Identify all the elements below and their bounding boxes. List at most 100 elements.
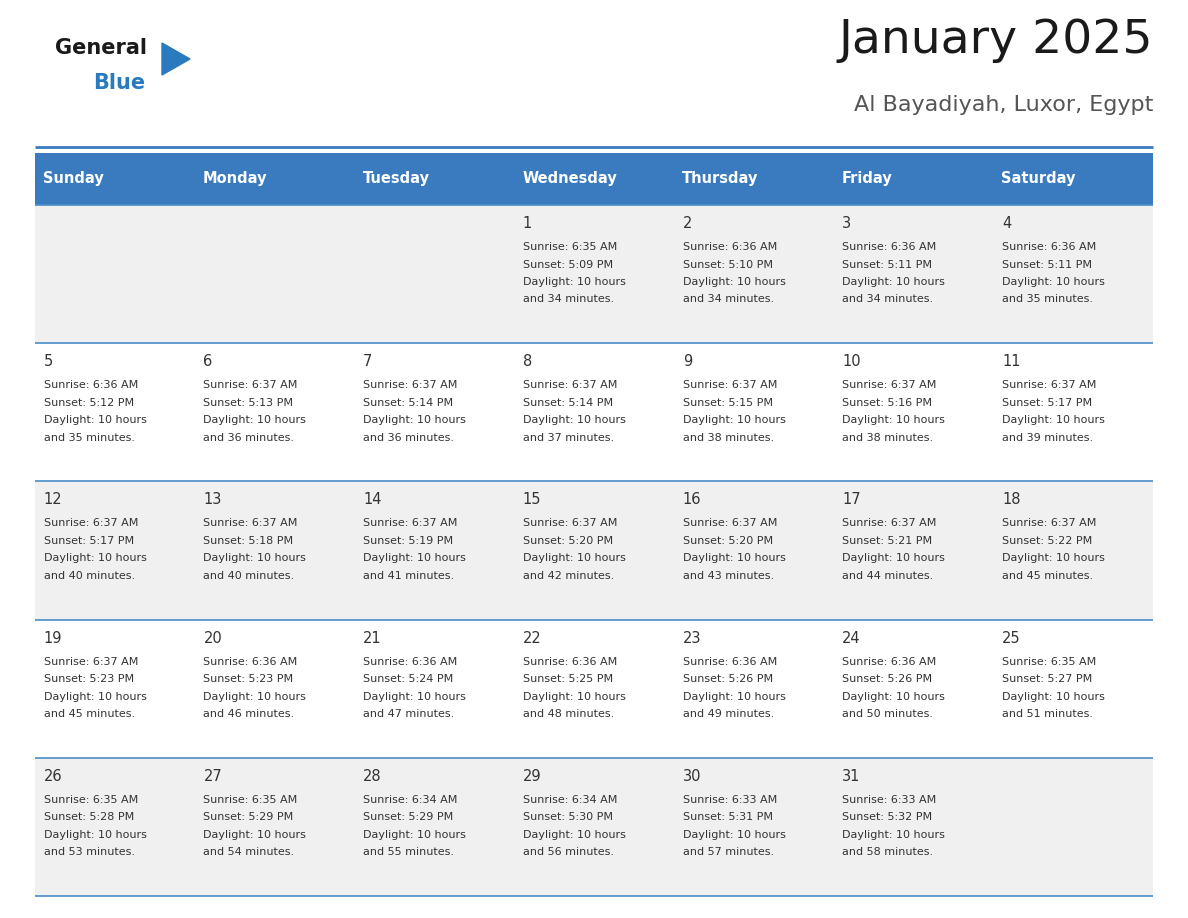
Text: Sunset: 5:28 PM: Sunset: 5:28 PM — [44, 812, 134, 823]
Text: 28: 28 — [364, 768, 381, 784]
Text: and 39 minutes.: and 39 minutes. — [1001, 432, 1093, 442]
Text: Sunrise: 6:33 AM: Sunrise: 6:33 AM — [842, 795, 936, 805]
Text: 16: 16 — [683, 492, 701, 508]
Text: Sunrise: 6:36 AM: Sunrise: 6:36 AM — [203, 656, 298, 666]
Text: Sunrise: 6:36 AM: Sunrise: 6:36 AM — [1001, 242, 1097, 252]
Text: and 43 minutes.: and 43 minutes. — [683, 571, 773, 581]
Text: Sunrise: 6:34 AM: Sunrise: 6:34 AM — [364, 795, 457, 805]
Text: Sunrise: 6:36 AM: Sunrise: 6:36 AM — [44, 380, 138, 390]
Polygon shape — [162, 43, 190, 75]
Text: Sunrise: 6:37 AM: Sunrise: 6:37 AM — [1001, 380, 1097, 390]
Text: Daylight: 10 hours: Daylight: 10 hours — [203, 830, 307, 840]
Bar — [834, 153, 993, 205]
Text: 11: 11 — [1001, 354, 1020, 369]
Text: Daylight: 10 hours: Daylight: 10 hours — [203, 691, 307, 701]
Text: and 42 minutes.: and 42 minutes. — [523, 571, 614, 581]
Text: Saturday: Saturday — [1001, 172, 1076, 186]
Text: 8: 8 — [523, 354, 532, 369]
Text: Sunrise: 6:36 AM: Sunrise: 6:36 AM — [364, 656, 457, 666]
Bar — [993, 153, 1154, 205]
Bar — [34, 481, 1154, 620]
Text: Sunrise: 6:37 AM: Sunrise: 6:37 AM — [523, 519, 618, 529]
Text: 4: 4 — [1001, 216, 1011, 231]
Text: and 37 minutes.: and 37 minutes. — [523, 432, 614, 442]
Text: Sunset: 5:16 PM: Sunset: 5:16 PM — [842, 397, 933, 408]
Text: Sunset: 5:23 PM: Sunset: 5:23 PM — [203, 674, 293, 684]
Text: Sunrise: 6:37 AM: Sunrise: 6:37 AM — [44, 656, 138, 666]
Bar — [34, 205, 1154, 343]
Text: Daylight: 10 hours: Daylight: 10 hours — [44, 554, 146, 564]
Text: 15: 15 — [523, 492, 542, 508]
Text: Sunset: 5:29 PM: Sunset: 5:29 PM — [364, 812, 454, 823]
Text: 27: 27 — [203, 768, 222, 784]
Text: Daylight: 10 hours: Daylight: 10 hours — [44, 691, 146, 701]
Text: and 49 minutes.: and 49 minutes. — [683, 709, 773, 719]
Text: Sunset: 5:13 PM: Sunset: 5:13 PM — [203, 397, 293, 408]
Text: Sunrise: 6:36 AM: Sunrise: 6:36 AM — [683, 242, 777, 252]
Text: Sunrise: 6:37 AM: Sunrise: 6:37 AM — [842, 519, 936, 529]
Text: Sunday: Sunday — [43, 172, 103, 186]
Text: 31: 31 — [842, 768, 861, 784]
Text: Daylight: 10 hours: Daylight: 10 hours — [203, 415, 307, 425]
Text: 25: 25 — [1001, 631, 1020, 645]
Text: Sunset: 5:26 PM: Sunset: 5:26 PM — [842, 674, 933, 684]
Text: 6: 6 — [203, 354, 213, 369]
Text: 14: 14 — [364, 492, 381, 508]
Text: and 36 minutes.: and 36 minutes. — [203, 432, 295, 442]
Text: and 44 minutes.: and 44 minutes. — [842, 571, 934, 581]
Text: and 54 minutes.: and 54 minutes. — [203, 847, 295, 857]
Text: Sunset: 5:21 PM: Sunset: 5:21 PM — [842, 536, 933, 546]
Text: Sunrise: 6:37 AM: Sunrise: 6:37 AM — [364, 519, 457, 529]
Text: Daylight: 10 hours: Daylight: 10 hours — [842, 830, 946, 840]
Text: Sunrise: 6:37 AM: Sunrise: 6:37 AM — [842, 380, 936, 390]
Text: Sunset: 5:14 PM: Sunset: 5:14 PM — [523, 397, 613, 408]
Text: Daylight: 10 hours: Daylight: 10 hours — [683, 277, 785, 287]
Bar — [34, 343, 1154, 481]
Text: 26: 26 — [44, 768, 63, 784]
Text: Daylight: 10 hours: Daylight: 10 hours — [1001, 415, 1105, 425]
Text: Friday: Friday — [841, 172, 892, 186]
Text: Sunset: 5:25 PM: Sunset: 5:25 PM — [523, 674, 613, 684]
Text: Daylight: 10 hours: Daylight: 10 hours — [364, 554, 466, 564]
Text: January 2025: January 2025 — [839, 18, 1154, 63]
Text: Sunset: 5:15 PM: Sunset: 5:15 PM — [683, 397, 772, 408]
Text: General: General — [55, 38, 147, 58]
Bar — [34, 153, 195, 205]
Text: Sunrise: 6:37 AM: Sunrise: 6:37 AM — [1001, 519, 1097, 529]
Text: Wednesday: Wednesday — [523, 172, 617, 186]
Text: Sunset: 5:17 PM: Sunset: 5:17 PM — [1001, 397, 1092, 408]
Text: Sunset: 5:11 PM: Sunset: 5:11 PM — [842, 260, 933, 270]
Text: Daylight: 10 hours: Daylight: 10 hours — [203, 554, 307, 564]
Text: Sunrise: 6:37 AM: Sunrise: 6:37 AM — [203, 380, 298, 390]
Text: Daylight: 10 hours: Daylight: 10 hours — [44, 415, 146, 425]
Text: Sunrise: 6:37 AM: Sunrise: 6:37 AM — [683, 380, 777, 390]
Text: Sunrise: 6:36 AM: Sunrise: 6:36 AM — [842, 656, 936, 666]
Text: Sunset: 5:23 PM: Sunset: 5:23 PM — [44, 674, 134, 684]
Bar — [34, 757, 1154, 896]
Text: 12: 12 — [44, 492, 63, 508]
Text: Daylight: 10 hours: Daylight: 10 hours — [1001, 277, 1105, 287]
Text: and 50 minutes.: and 50 minutes. — [842, 709, 934, 719]
Text: and 47 minutes.: and 47 minutes. — [364, 709, 455, 719]
Text: Daylight: 10 hours: Daylight: 10 hours — [1001, 554, 1105, 564]
Text: and 38 minutes.: and 38 minutes. — [683, 432, 773, 442]
Text: Sunrise: 6:37 AM: Sunrise: 6:37 AM — [203, 519, 298, 529]
Text: Sunset: 5:27 PM: Sunset: 5:27 PM — [1001, 674, 1092, 684]
Text: Tuesday: Tuesday — [362, 172, 429, 186]
Text: and 48 minutes.: and 48 minutes. — [523, 709, 614, 719]
Text: Al Bayadiyah, Luxor, Egypt: Al Bayadiyah, Luxor, Egypt — [854, 95, 1154, 115]
Text: Sunset: 5:32 PM: Sunset: 5:32 PM — [842, 812, 933, 823]
Text: Sunset: 5:17 PM: Sunset: 5:17 PM — [44, 536, 134, 546]
Text: 3: 3 — [842, 216, 852, 231]
Text: Monday: Monday — [203, 172, 267, 186]
Text: Daylight: 10 hours: Daylight: 10 hours — [1001, 691, 1105, 701]
Text: 19: 19 — [44, 631, 62, 645]
Text: Sunrise: 6:37 AM: Sunrise: 6:37 AM — [364, 380, 457, 390]
Text: and 56 minutes.: and 56 minutes. — [523, 847, 614, 857]
Text: 29: 29 — [523, 768, 542, 784]
Text: Daylight: 10 hours: Daylight: 10 hours — [683, 830, 785, 840]
Text: and 51 minutes.: and 51 minutes. — [1001, 709, 1093, 719]
Text: Blue: Blue — [93, 73, 145, 93]
Text: 17: 17 — [842, 492, 861, 508]
Text: Sunrise: 6:37 AM: Sunrise: 6:37 AM — [683, 519, 777, 529]
